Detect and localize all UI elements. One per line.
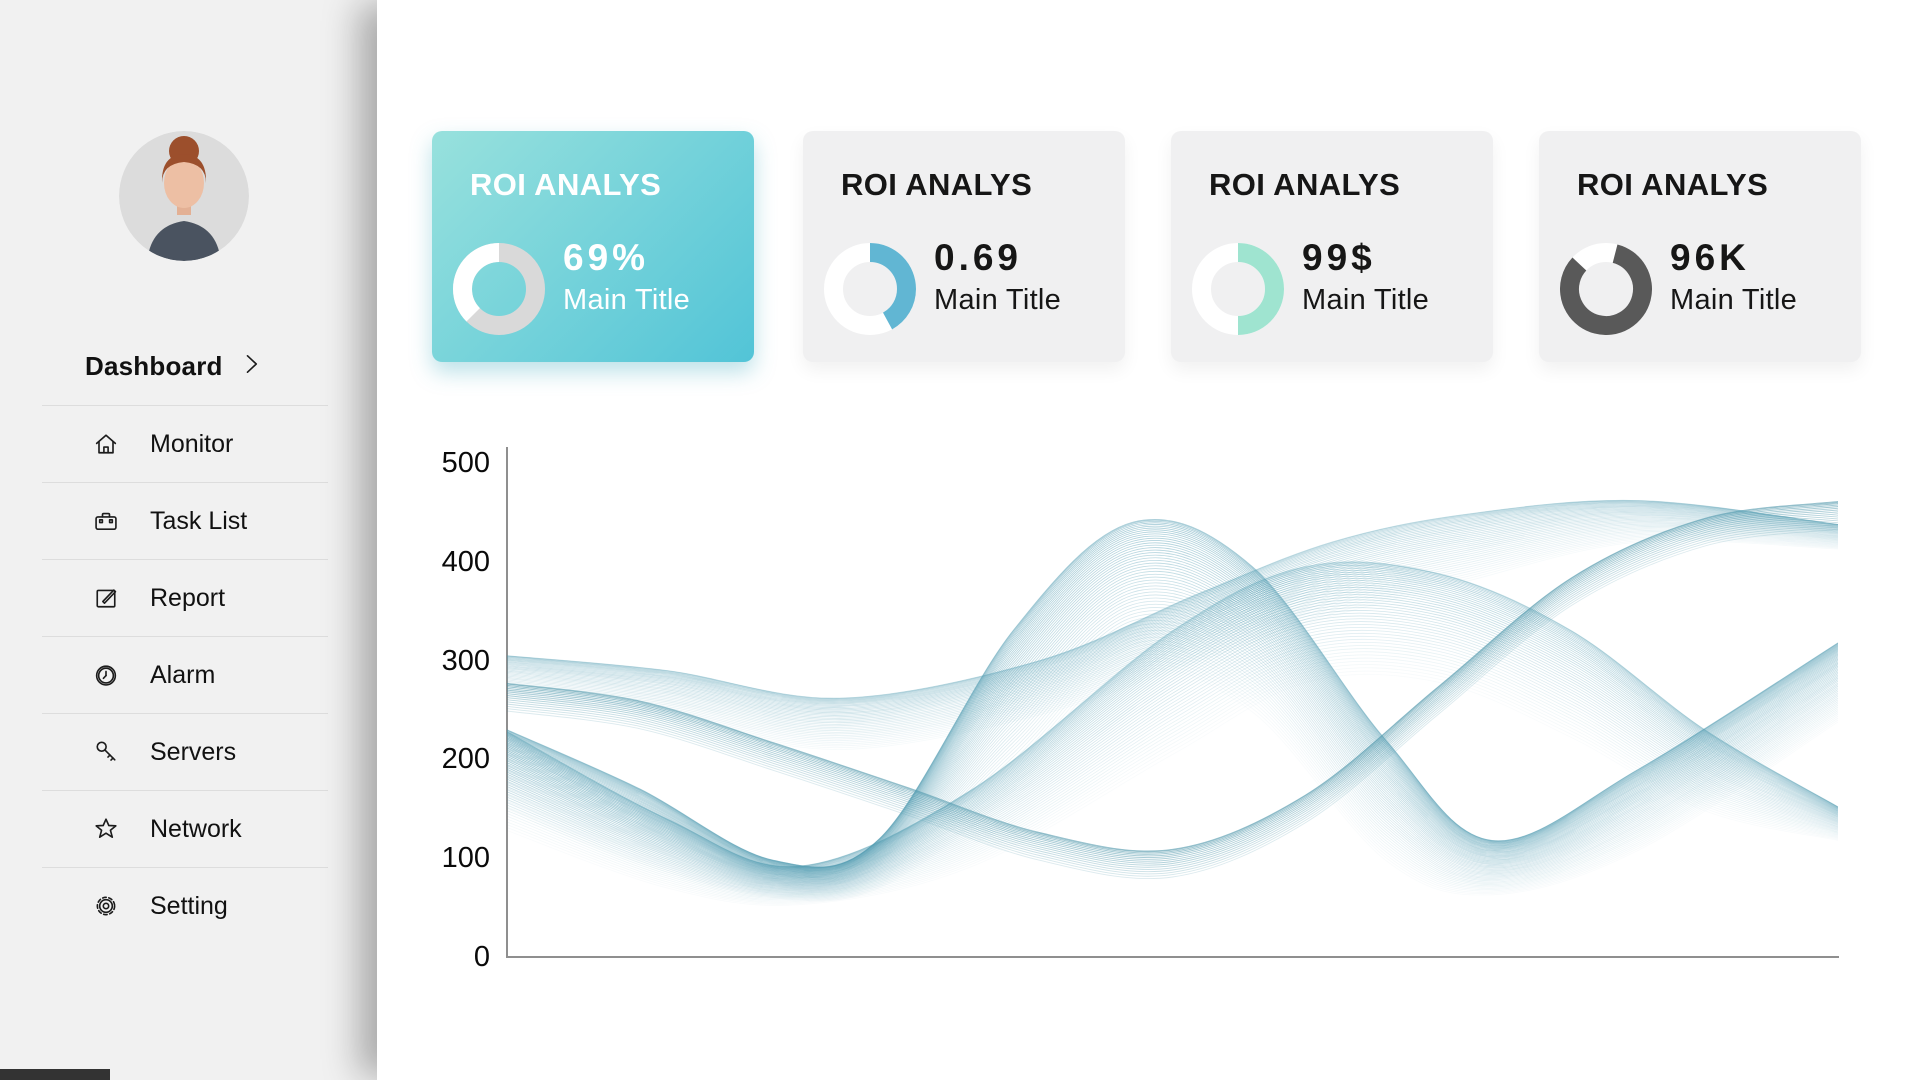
sidebar-item-setting[interactable]: Setting xyxy=(0,867,377,944)
card-title: ROI ANALYS xyxy=(1209,167,1401,202)
sidebar-item-monitor[interactable]: Monitor xyxy=(0,405,377,482)
card-value: 69% xyxy=(563,237,650,278)
sidebar-item-report[interactable]: Report xyxy=(0,559,377,636)
card-values: 96K Main Title xyxy=(1670,237,1797,317)
stat-card-roi-4[interactable]: ROI ANALYS 96K Main Title xyxy=(1539,131,1861,362)
sidebar-item-dashboard[interactable]: Dashboard xyxy=(85,348,335,384)
edit-icon xyxy=(92,584,120,612)
donut-chart xyxy=(1192,243,1284,335)
avatar[interactable] xyxy=(119,131,249,261)
card-value: 96K xyxy=(1670,237,1750,278)
y-tick-label: 500 xyxy=(441,447,490,479)
wave-line-chart xyxy=(507,499,1838,905)
sidebar-item-label: Monitor xyxy=(150,429,234,458)
divider-mask xyxy=(328,867,377,868)
gear-icon xyxy=(92,892,120,920)
divider-mask xyxy=(0,867,42,868)
donut-chart xyxy=(1560,243,1652,335)
clock-icon xyxy=(92,661,120,689)
sidebar-item-label: Setting xyxy=(150,891,228,920)
divider-mask xyxy=(0,405,42,406)
divider-mask xyxy=(0,636,42,637)
avatar-image xyxy=(119,131,249,261)
sidebar-item-alarm[interactable]: Alarm xyxy=(0,636,377,713)
stat-card-roi-1[interactable]: ROI ANALYS 69% Main Title xyxy=(432,131,754,362)
card-values: 99$ Main Title xyxy=(1302,237,1429,317)
donut-chart xyxy=(824,243,916,335)
sidebar-item-label: Servers xyxy=(150,737,237,766)
card-values: 69% Main Title xyxy=(563,237,690,317)
dashboard-label: Dashboard xyxy=(85,350,223,381)
sidebar-item-label: Report xyxy=(150,583,226,612)
stat-card-roi-2[interactable]: ROI ANALYS 0.69 Main Title xyxy=(803,131,1125,362)
divider-mask xyxy=(0,713,42,714)
card-values: 0.69 Main Title xyxy=(934,237,1061,317)
divider-mask xyxy=(328,636,377,637)
divider-mask xyxy=(328,405,377,406)
main-panel: ROI ANALYS 69% Main Title ROI ANALYS 0.6… xyxy=(377,0,1920,1080)
y-tick-label: 400 xyxy=(441,545,490,578)
card-subtitle: Main Title xyxy=(1302,284,1430,316)
stat-card-roi-3[interactable]: ROI ANALYS 99$ Main Title xyxy=(1171,131,1493,362)
y-axis-line xyxy=(506,447,508,958)
bottom-left-bar xyxy=(0,1069,110,1080)
divider-mask xyxy=(328,482,377,483)
briefcase-icon xyxy=(92,507,120,535)
sidebar: Dashboard Monitor xyxy=(0,0,377,1080)
card-title: ROI ANALYS xyxy=(470,167,662,202)
home-icon xyxy=(92,430,120,458)
sidebar-menu: Monitor Task List xyxy=(0,405,377,944)
divider-mask xyxy=(0,790,42,791)
y-tick-label: 0 xyxy=(473,941,490,973)
divider-mask xyxy=(328,790,377,791)
y-tick-label: 100 xyxy=(441,842,490,875)
card-value: 0.69 xyxy=(934,237,1023,278)
card-subtitle: Main Title xyxy=(1670,284,1798,316)
card-title: ROI ANALYS xyxy=(841,167,1033,202)
sidebar-item-label: Task List xyxy=(150,506,248,535)
sidebar-item-servers[interactable]: Servers xyxy=(0,713,377,790)
sidebar-item-network[interactable]: Network xyxy=(0,790,377,867)
divider-mask xyxy=(328,559,377,560)
sidebar-item-tasklist[interactable]: Task List xyxy=(0,482,377,559)
card-subtitle: Main Title xyxy=(563,284,691,316)
x-axis-line xyxy=(506,956,1839,958)
y-tick-label: 200 xyxy=(441,743,490,776)
star-icon xyxy=(92,815,120,843)
card-title: ROI ANALYS xyxy=(1577,167,1769,202)
divider-mask xyxy=(0,559,42,560)
y-tick-label: 300 xyxy=(441,644,490,677)
divider-mask xyxy=(0,482,42,483)
sidebar-item-label: Alarm xyxy=(150,660,216,689)
chevron-right-icon xyxy=(237,350,265,383)
card-subtitle: Main Title xyxy=(934,284,1062,316)
sidebar-item-label: Network xyxy=(150,814,242,843)
card-value: 99$ xyxy=(1302,237,1376,278)
key-icon xyxy=(92,738,120,766)
divider-mask xyxy=(328,713,377,714)
donut-chart xyxy=(453,243,545,335)
